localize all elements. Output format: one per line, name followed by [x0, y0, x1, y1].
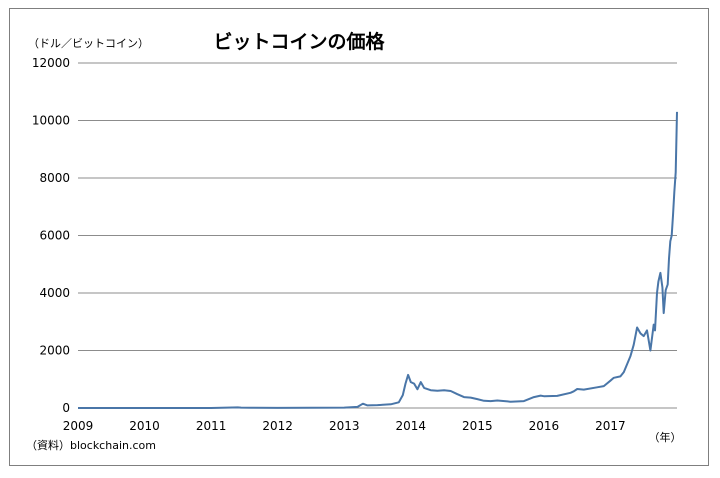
x-tick-label: 2012: [262, 419, 293, 433]
y-tick-label: 10000: [32, 114, 70, 128]
x-axis-unit: （年）: [649, 430, 682, 444]
source-note: （資料）blockchain.com: [26, 438, 156, 452]
x-tick-label: 2013: [329, 419, 360, 433]
price-chart: 0 2000 4000 6000 8000 10000 12000 2009 2010 2011…: [26, 30, 682, 452]
y-tick-label: 6000: [39, 229, 70, 243]
chart-title: ビットコインの価格: [213, 30, 385, 53]
x-tick-label: 2016: [529, 419, 560, 433]
y-tick-label: 2000: [39, 344, 70, 358]
x-tick-label: 2011: [196, 419, 227, 433]
x-tick-label: 2015: [462, 419, 493, 433]
y-tick-label: 12000: [32, 56, 70, 70]
y-axis-unit: （ドル／ビットコイン）: [28, 37, 149, 50]
x-tick-label: 2010: [129, 419, 160, 433]
gridlines: [78, 62, 677, 409]
y-tick-label: 8000: [39, 171, 70, 185]
y-tick-labels: 0 2000 4000 6000 8000 10000 12000: [32, 56, 70, 415]
y-tick-label: 0: [62, 401, 70, 415]
price-line: [78, 111, 678, 409]
x-tick-label: 2014: [396, 419, 427, 433]
x-tick-labels: 2009 2010 2011 2012 2013 2014 2015 2016 2017: [63, 419, 626, 433]
chart-frame: 0 2000 4000 6000 8000 10000 12000 2009 2010 2011…: [9, 8, 709, 466]
x-tick-label: 2009: [63, 419, 94, 433]
y-tick-label: 4000: [39, 286, 70, 300]
x-tick-label: 2017: [595, 419, 626, 433]
